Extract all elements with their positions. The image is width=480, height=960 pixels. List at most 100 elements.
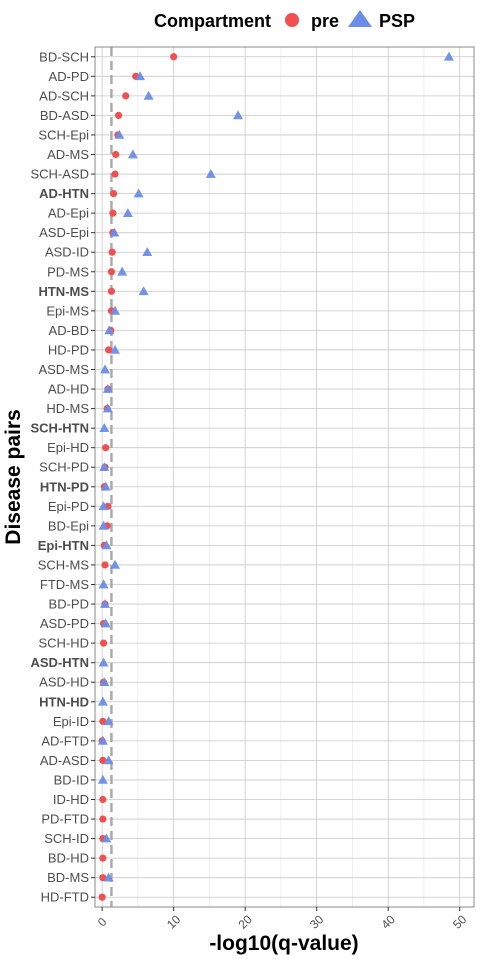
point-psp-ad-htn [133, 188, 144, 198]
y-tick-label-bd-id: BD-ID [54, 772, 89, 787]
point-psp-bd-pd [100, 598, 111, 608]
y-tick-label-bd-asd: BD-ASD [40, 108, 89, 123]
y-tick-label-asd-epi: ASD-Epi [39, 225, 89, 240]
point-psp-sch-ms [110, 559, 121, 569]
point-pre-epi-id [99, 717, 107, 725]
y-tick-label-asd-pd: ASD-PD [40, 616, 89, 631]
point-pre-ad-asd [99, 756, 107, 765]
y-tick-label-ftd-ms: FTD-MS [40, 577, 89, 592]
point-psp-bd-id [97, 774, 108, 784]
y-tick-label-asd-id: ASD-ID [45, 245, 89, 260]
y-tick-label-sch-id: SCH-ID [44, 831, 89, 846]
point-pre-id-hd [99, 795, 107, 804]
y-tick-label-bd-sch: BD-SCH [39, 49, 89, 64]
y-tick-label-ad-bd: AD-BD [49, 323, 89, 338]
point-pre-bd-hd [99, 854, 107, 862]
point-psp-bd-asd [233, 110, 244, 120]
y-tick-label-htn-hd: HTN-HD [39, 694, 89, 709]
point-psp-ad-sch [143, 90, 154, 100]
point-psp-ad-ftd [97, 735, 108, 745]
y-tick-label-asd-hd: ASD-HD [39, 675, 89, 690]
y-tick-label-epi-hd: Epi-HD [47, 440, 89, 455]
point-psp-pd-ms [117, 266, 128, 276]
y-tick-label-asd-htn: ASD-HTN [31, 655, 90, 670]
y-tick-label-bd-pd: BD-PD [49, 597, 89, 612]
point-psp-sch-pd [99, 462, 110, 472]
y-tick-label-hd-ms: HD-MS [46, 401, 89, 416]
point-pre-sch-ms [101, 561, 109, 569]
point-psp-asd-id [142, 247, 153, 257]
point-psp-htn-ms [138, 286, 149, 296]
y-tick-label-sch-ms: SCH-MS [38, 557, 90, 572]
y-tick-label-epi-ms: Epi-MS [46, 303, 89, 318]
x-tick-label-40: 40 [379, 912, 399, 932]
point-psp-htn-hd [97, 696, 108, 706]
point-pre-pd-ftd [99, 815, 107, 823]
legend-label-psp: PSP [379, 11, 415, 31]
y-tick-label-epi-id: Epi-ID [53, 714, 89, 729]
point-psp-asd-ms [100, 364, 111, 374]
y-tick-label-pd-ms: PD-MS [47, 264, 89, 279]
y-tick-label-hd-pd: HD-PD [48, 342, 89, 357]
point-psp-epi-htn [101, 540, 112, 550]
plot-border [94, 46, 475, 908]
x-tick-label-20: 20 [235, 912, 255, 932]
y-tick-label-asd-ms: ASD-MS [38, 362, 89, 377]
point-pre-ad-ms [112, 150, 120, 159]
y-axis-title: Disease pairs [2, 409, 25, 544]
point-psp-ad-ms [127, 149, 138, 159]
point-psp-sch-htn [99, 423, 110, 432]
y-tick-label-ad-pd: AD-PD [49, 69, 89, 84]
point-pre-bd-ms [99, 874, 107, 882]
point-psp-ad-epi [122, 208, 133, 217]
y-tick-label-id-hd: ID-HD [53, 792, 89, 807]
point-pre-bd-asd [114, 111, 123, 120]
point-psp-ad-asd [103, 755, 114, 765]
point-psp-asd-epi [109, 227, 120, 237]
point-psp-ftd-ms [98, 579, 109, 589]
y-tick-label-hd-ftd: HD-FTD [41, 890, 89, 905]
y-tick-label-htn-pd: HTN-PD [40, 479, 89, 494]
y-tick-label-ad-ms: AD-MS [47, 147, 89, 162]
point-pre-sch-hd [99, 639, 108, 647]
x-tick-label-30: 30 [307, 912, 327, 932]
y-tick-label-pd-ftd: PD-FTD [41, 812, 89, 827]
legend-title: Compartment [154, 11, 271, 31]
point-psp-asd-htn [98, 657, 109, 667]
point-pre-pd-ms [107, 268, 116, 276]
point-psp-htn-pd [100, 481, 111, 491]
y-tick-label-ad-ftd: AD-FTD [41, 733, 89, 748]
y-tick-label-sch-htn: SCH-HTN [31, 421, 90, 436]
x-tick-label-50: 50 [450, 912, 470, 932]
plot-background [95, 47, 474, 907]
point-pre-sch-asd [111, 170, 119, 178]
y-tick-label-ad-sch: AD-SCH [39, 88, 89, 103]
plot-area: BD-SCH AD-PD AD-SCH BD-ASD SCH-Epi AD-MS SCH-A… [30, 46, 475, 932]
y-tick-label-sch-hd: SCH-HD [38, 636, 89, 651]
legend-label-pre: pre [311, 11, 339, 31]
point-pre-ad-sch [122, 92, 130, 100]
point-psp-ad-hd [102, 383, 113, 393]
point-psp-bd-sch [443, 51, 454, 61]
legend-marker-psp [348, 10, 372, 27]
point-pre-bd-sch [170, 53, 178, 61]
point-psp-hd-pd [110, 344, 121, 354]
point-psp-sch-asd [205, 168, 216, 178]
y-tick-label-epi-htn: Epi-HTN [38, 538, 89, 553]
y-tick-label-ad-htn: AD-HTN [39, 186, 89, 201]
legend: Compartment pre PSP [154, 10, 415, 31]
y-tick-label-ad-asd: AD-ASD [40, 753, 89, 768]
point-pre-ad-htn [109, 189, 118, 198]
y-tick-label-ad-hd: AD-HD [48, 382, 89, 397]
y-tick-label-sch-asd: SCH-ASD [30, 167, 89, 182]
point-psp-epi-id [103, 716, 114, 726]
point-psp-ad-pd [135, 71, 146, 81]
x-axis-title: -log10(q-value) [209, 932, 358, 955]
point-psp-ad-bd [104, 325, 115, 335]
y-tick-label-ad-epi: AD-Epi [48, 206, 89, 221]
point-pre-asd-id [108, 248, 116, 256]
legend-marker-pre [285, 13, 299, 27]
x-tick-label-10: 10 [164, 912, 184, 932]
point-psp-sch-epi [114, 129, 125, 139]
